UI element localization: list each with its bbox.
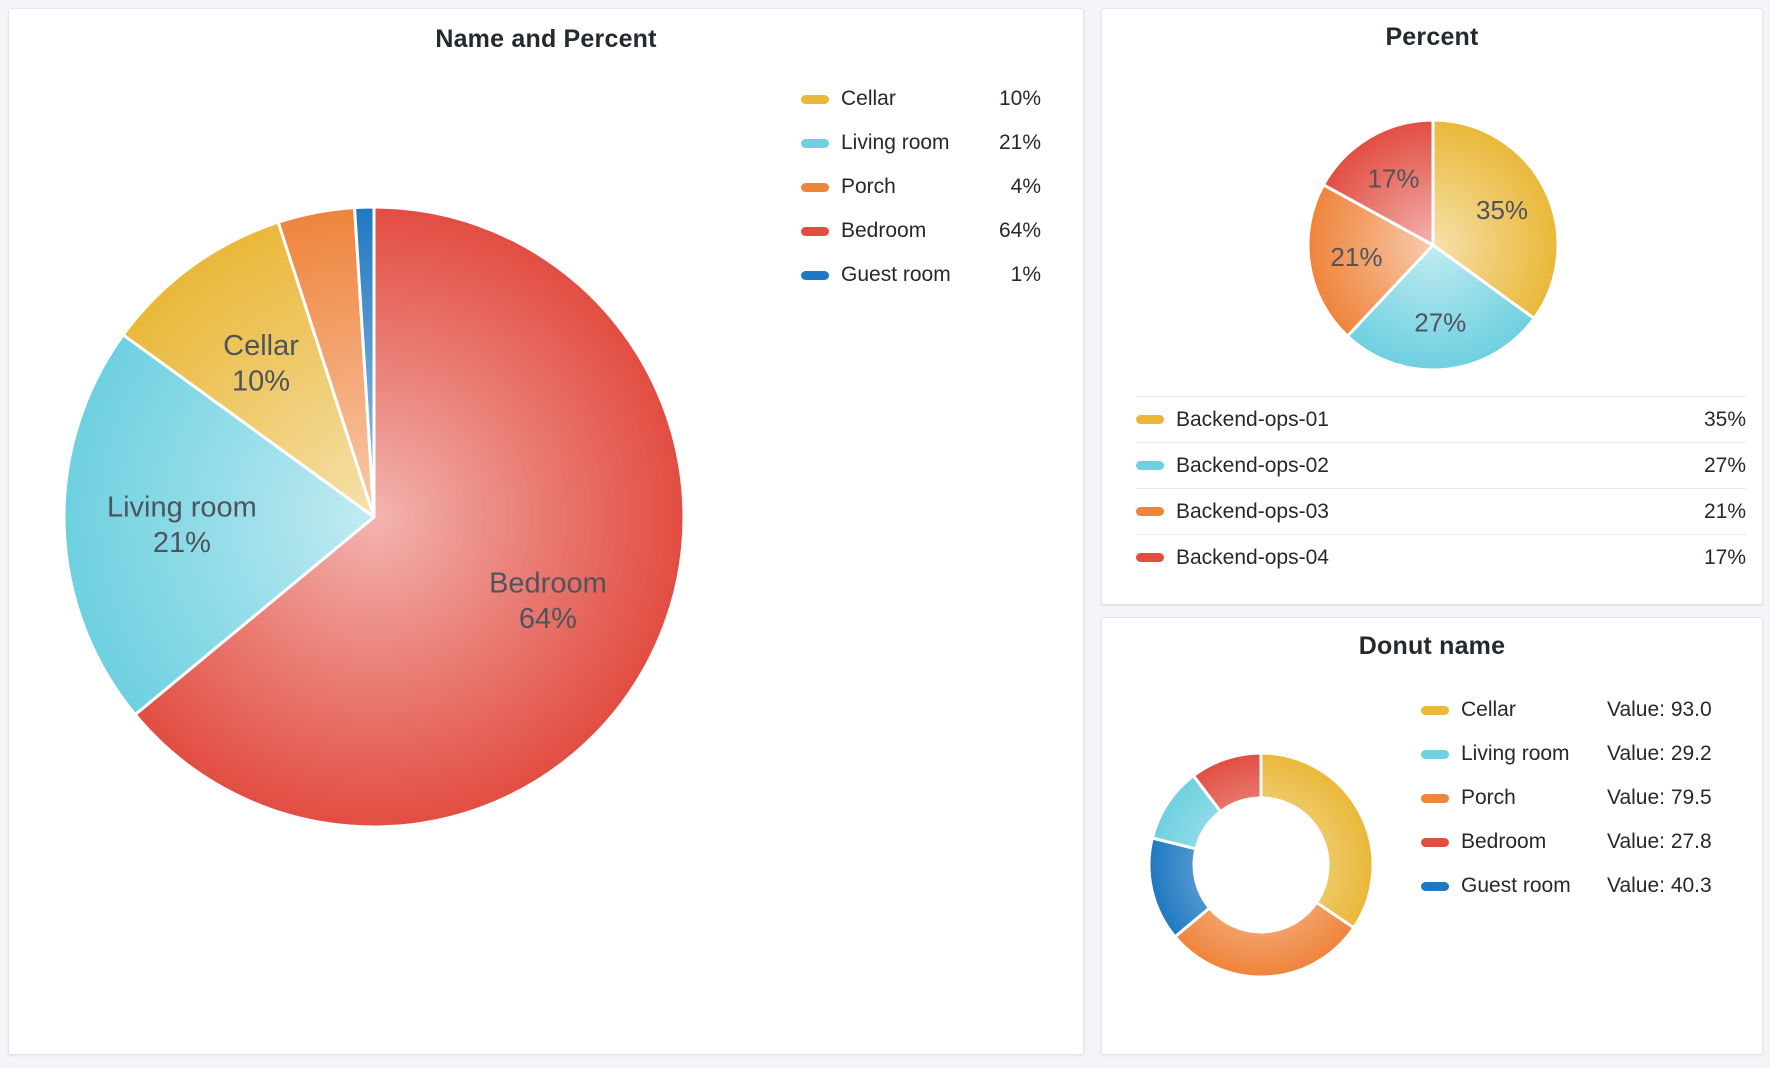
- legend-donut-name: Cellar Value: 93.0 Living room Value: 29.2 P…: [1421, 688, 1712, 908]
- legend-item-living-room[interactable]: Living room Value: 29.2: [1421, 732, 1712, 776]
- legend-swatch: [1136, 461, 1164, 470]
- legend-item-guest-room[interactable]: Guest room Value: 40.3: [1421, 864, 1712, 908]
- pie-slice-backend-ops-02[interactable]: [1345, 243, 1536, 372]
- legend-swatch: [1421, 749, 1449, 759]
- pie-slice-bedroom[interactable]: [133, 205, 686, 829]
- slice-label-backend-ops-01: 35%: [1476, 195, 1528, 225]
- legend-swatch: [801, 226, 829, 236]
- donut-chart: [1147, 751, 1375, 979]
- legend-item-bedroom[interactable]: Bedroom Value: 27.8: [1421, 820, 1712, 864]
- legend-label: Bedroom: [841, 219, 927, 242]
- legend-item-backend-ops-04[interactable]: Backend-ops-04 17%: [1136, 534, 1746, 580]
- legend-value: 27%: [1703, 453, 1746, 477]
- legend-swatch: [1421, 793, 1449, 803]
- panel-name-and-percent: Name and Percent Bedroom 64% Living room 21…: [8, 8, 1084, 1055]
- legend-swatch: [1421, 881, 1449, 891]
- legend-item-cellar[interactable]: Cellar Value: 93.0: [1421, 688, 1712, 732]
- legend-value: Value: 27.8: [1607, 830, 1712, 853]
- panel-donut-name: Donut name Cellar Value: 93.0 Living room V…: [1101, 617, 1763, 1055]
- legend-label: Cellar: [841, 87, 896, 110]
- pie-slice-living-room[interactable]: [62, 333, 376, 717]
- pie-slice-backend-ops-01[interactable]: [1431, 118, 1560, 320]
- panel-title-donut-name[interactable]: Donut name: [1358, 632, 1506, 660]
- legend-value: 10%: [998, 87, 1041, 110]
- legend-item-guest-room[interactable]: Guest room 1%: [801, 253, 1041, 297]
- pie-slice-backend-ops-03[interactable]: [1306, 183, 1435, 338]
- legend-swatch: [1421, 837, 1449, 847]
- legend-table-percent: Backend-ops-01 35% Backend-ops-02 27% Backen…: [1136, 396, 1746, 580]
- legend-label: Backend-ops-01: [1176, 407, 1329, 431]
- legend-label: Backend-ops-04: [1176, 545, 1329, 569]
- legend-value: Value: 29.2: [1607, 742, 1712, 765]
- legend-label: Porch: [1461, 786, 1516, 809]
- panel-title-percent[interactable]: Percent: [1385, 23, 1479, 51]
- legend-swatch: [1421, 705, 1449, 715]
- legend-label: Cellar: [1461, 698, 1516, 721]
- legend-item-backend-ops-01[interactable]: Backend-ops-01 35%: [1136, 396, 1746, 442]
- legend-value: 64%: [998, 219, 1041, 242]
- pie-chart-name-and-percent: Bedroom 64% Living room 21% Cellar 10%: [62, 205, 686, 829]
- slice-label-living-room: Living room 21%: [107, 492, 257, 559]
- legend-item-backend-ops-02[interactable]: Backend-ops-02 27%: [1136, 442, 1746, 488]
- legend-swatch: [801, 270, 829, 280]
- panel-percent: Percent 35% 27% 21% 17% Backend-ops-01 35% Ba…: [1101, 8, 1763, 605]
- slice-label-backend-ops-03: 21%: [1330, 242, 1382, 272]
- legend-label: Bedroom: [1461, 830, 1547, 853]
- legend-value: 35%: [1703, 407, 1746, 431]
- legend-swatch: [801, 94, 829, 104]
- legend-label: Guest room: [1461, 874, 1571, 897]
- pie-chart-percent: 35% 27% 21% 17%: [1306, 118, 1560, 372]
- legend-swatch: [1136, 507, 1164, 516]
- legend-value: Value: 40.3: [1607, 874, 1712, 897]
- legend-value: 1%: [1010, 263, 1041, 286]
- legend-item-porch[interactable]: Porch Value: 79.5: [1421, 776, 1712, 820]
- pie-slice-porch[interactable]: [1173, 901, 1356, 979]
- legend-swatch: [1136, 553, 1164, 562]
- pie-slice-bedroom[interactable]: [1191, 751, 1263, 814]
- slice-label-cellar: Cellar 10%: [223, 330, 299, 397]
- legend-name-and-percent: Cellar 10% Living room 21% Porch 4% Bedroom 64%…: [801, 77, 1041, 297]
- legend-label: Porch: [841, 175, 896, 198]
- legend-label: Guest room: [841, 263, 951, 286]
- legend-swatch: [801, 138, 829, 148]
- legend-label: Backend-ops-03: [1176, 499, 1329, 523]
- slice-label-backend-ops-04: 17%: [1368, 163, 1420, 193]
- pie-slice-backend-ops-04[interactable]: [1321, 118, 1435, 247]
- legend-item-cellar[interactable]: Cellar 10%: [801, 77, 1041, 121]
- legend-swatch: [801, 182, 829, 192]
- legend-value: Value: 93.0: [1607, 698, 1712, 721]
- panel-title-name-and-percent[interactable]: Name and Percent: [435, 25, 657, 53]
- legend-label: Living room: [841, 131, 950, 154]
- legend-value: 21%: [1703, 499, 1746, 523]
- legend-value: 17%: [1703, 545, 1746, 569]
- legend-label: Backend-ops-02: [1176, 453, 1329, 477]
- legend-label: Living room: [1461, 742, 1570, 765]
- pie-slice-guest-room[interactable]: [353, 205, 376, 519]
- legend-value: Value: 79.5: [1607, 786, 1712, 809]
- pie-slice-cellar[interactable]: [121, 220, 376, 519]
- legend-value: 4%: [1010, 175, 1041, 198]
- legend-item-bedroom[interactable]: Bedroom 64%: [801, 209, 1041, 253]
- legend-item-backend-ops-03[interactable]: Backend-ops-03 21%: [1136, 488, 1746, 534]
- slice-label-bedroom: Bedroom 64%: [489, 567, 607, 634]
- legend-item-porch[interactable]: Porch 4%: [801, 165, 1041, 209]
- legend-swatch: [1136, 415, 1164, 424]
- legend-value: 21%: [998, 131, 1041, 154]
- pie-slice-cellar[interactable]: [1259, 751, 1375, 930]
- slice-label-backend-ops-02: 27%: [1414, 307, 1466, 337]
- legend-item-living-room[interactable]: Living room 21%: [801, 121, 1041, 165]
